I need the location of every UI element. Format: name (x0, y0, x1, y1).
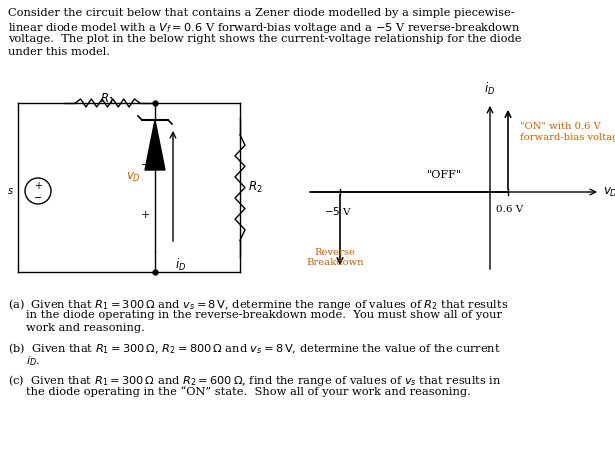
Text: $R_1$: $R_1$ (100, 92, 114, 107)
Text: 0.6 V: 0.6 V (496, 205, 523, 214)
Text: $-$: $-$ (33, 191, 42, 201)
Text: $s$: $s$ (7, 186, 14, 196)
Text: $i_D$: $i_D$ (485, 81, 496, 97)
Text: work and reasoning.: work and reasoning. (26, 323, 145, 333)
Text: (b)  Given that $R_1 = 300\,\Omega$, $R_2 = 800\,\Omega$ and $v_s = 8\,\mathrm{V: (b) Given that $R_1 = 300\,\Omega$, $R_2… (8, 341, 501, 356)
Text: $R_2$: $R_2$ (248, 180, 263, 195)
Text: $-5$ V: $-5$ V (324, 205, 352, 217)
Text: (c)  Given that $R_1 = 300\,\Omega$ and $R_2 = 600\,\Omega$, find the range of v: (c) Given that $R_1 = 300\,\Omega$ and $… (8, 373, 501, 388)
Text: $v_D$: $v_D$ (603, 185, 615, 198)
Polygon shape (145, 120, 165, 170)
Text: $-$: $-$ (140, 158, 150, 168)
Text: $i_D$.: $i_D$. (26, 354, 40, 368)
Text: under this model.: under this model. (8, 47, 110, 57)
Text: (a)  Given that $R_1 = 300\,\Omega$ and $v_s = 8\,\mathrm{V}$, determine the ran: (a) Given that $R_1 = 300\,\Omega$ and $… (8, 297, 509, 312)
Text: the diode operating in the “ON” state.  Show all of your work and reasoning.: the diode operating in the “ON” state. S… (26, 386, 471, 397)
Text: in the diode operating in the reverse-breakdown mode.  You must show all of your: in the diode operating in the reverse-br… (26, 310, 502, 320)
Text: Reverse
Breakdown: Reverse Breakdown (306, 248, 364, 267)
Text: Consider the circuit below that contains a Zener diode modelled by a simple piec: Consider the circuit below that contains… (8, 8, 515, 18)
Text: $+$: $+$ (140, 210, 150, 220)
Text: $i_D$: $i_D$ (175, 257, 186, 273)
Text: voltage.  The plot in the below right shows the current-voltage relationship for: voltage. The plot in the below right sho… (8, 34, 522, 44)
Text: $v_D$: $v_D$ (125, 170, 140, 183)
Text: "OFF": "OFF" (426, 170, 462, 180)
Text: "ON" with 0.6 V
forward-bias voltage: "ON" with 0.6 V forward-bias voltage (520, 122, 615, 142)
Text: +: + (34, 181, 42, 191)
Text: linear diode model with a $V_f = 0.6$ V forward-bias voltage and a $-5$ V revers: linear diode model with a $V_f = 0.6$ V … (8, 21, 520, 35)
